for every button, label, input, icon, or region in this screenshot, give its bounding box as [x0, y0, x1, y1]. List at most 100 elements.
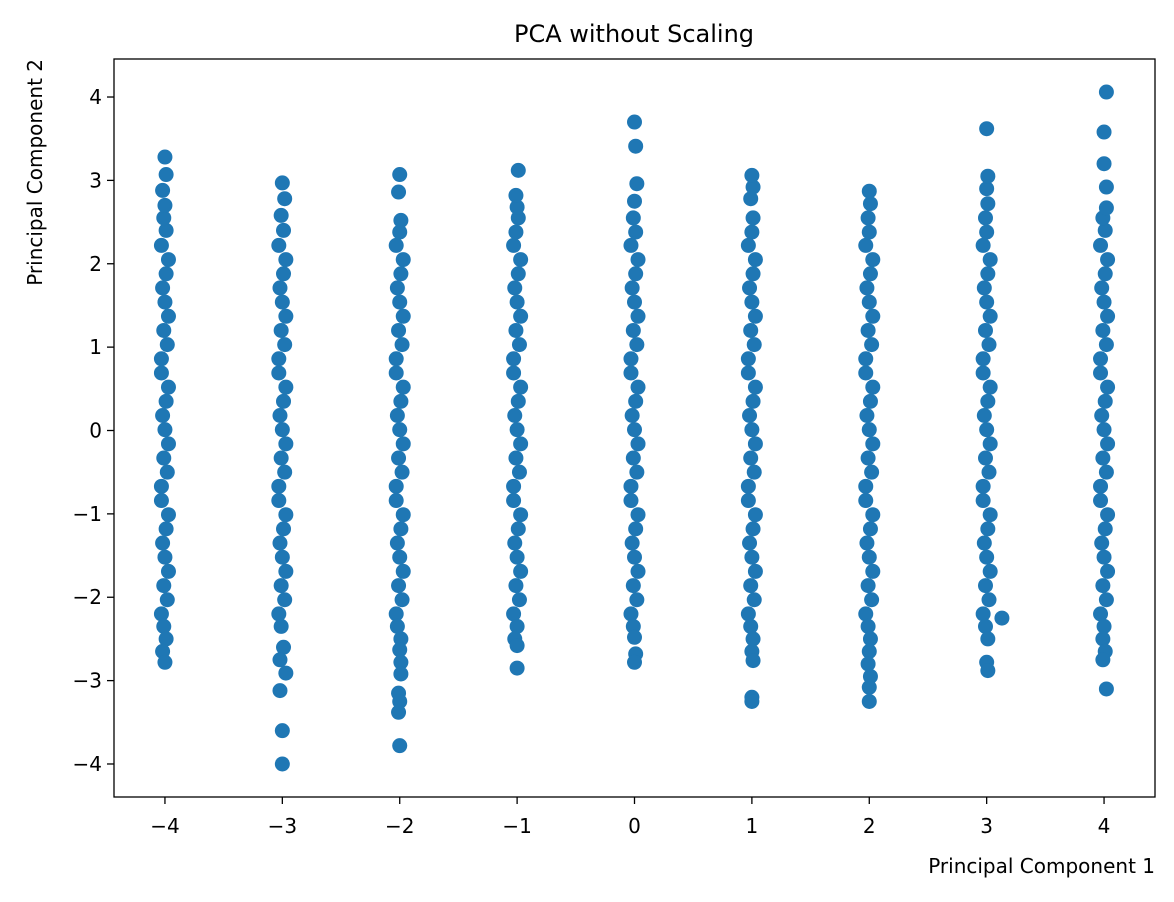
point [274, 422, 290, 438]
point [744, 224, 760, 240]
point [742, 280, 758, 296]
point [389, 535, 405, 551]
point [273, 207, 289, 223]
point [395, 308, 411, 324]
y-tick-label: −3 [73, 669, 102, 693]
point [153, 351, 169, 367]
x-axis-label: Principal Component 1 [928, 854, 1155, 878]
point [1097, 222, 1113, 238]
point [745, 266, 761, 282]
point [862, 196, 878, 212]
point [160, 379, 176, 395]
point [510, 162, 526, 178]
point [744, 693, 760, 709]
point [979, 422, 995, 438]
point [156, 450, 172, 466]
point [981, 337, 997, 353]
point [513, 563, 529, 579]
point [391, 578, 407, 594]
point [747, 563, 763, 579]
point [393, 666, 409, 682]
point [509, 422, 525, 438]
point [509, 618, 525, 634]
point [392, 167, 408, 183]
point [979, 294, 995, 310]
point [156, 618, 172, 634]
point [744, 167, 760, 183]
point [865, 379, 881, 395]
point [975, 478, 991, 494]
point [392, 224, 408, 240]
point [740, 351, 756, 367]
point [277, 191, 293, 207]
point [158, 167, 174, 183]
point [160, 563, 176, 579]
point [745, 521, 761, 537]
point [861, 294, 877, 310]
point [630, 252, 646, 268]
point [157, 654, 173, 670]
point [980, 266, 996, 282]
point [743, 618, 759, 634]
point [273, 578, 289, 594]
point [1093, 351, 1109, 367]
point [506, 606, 522, 622]
point [980, 631, 996, 647]
point [392, 294, 408, 310]
point [393, 393, 409, 409]
point [1097, 393, 1113, 409]
point [392, 693, 408, 709]
point [392, 549, 408, 565]
point [160, 252, 176, 268]
point [277, 464, 293, 480]
point [272, 280, 288, 296]
point [975, 606, 991, 622]
point [858, 493, 874, 509]
point [977, 322, 993, 338]
point [506, 478, 522, 494]
point [1100, 308, 1116, 324]
point [975, 493, 991, 509]
point [513, 379, 529, 395]
point [979, 181, 995, 197]
point [508, 224, 524, 240]
point [860, 322, 876, 338]
point [274, 756, 290, 772]
point [858, 365, 874, 381]
point [746, 337, 762, 353]
point [744, 549, 760, 565]
point [858, 478, 874, 494]
point [388, 237, 404, 253]
point [623, 493, 639, 509]
x-tick-label: −4 [150, 814, 179, 838]
point [747, 379, 763, 395]
y-tick-label: 2 [89, 252, 102, 276]
point [272, 652, 288, 668]
point [158, 521, 174, 537]
point [392, 642, 408, 658]
point [862, 393, 878, 409]
point [389, 280, 405, 296]
point [744, 294, 760, 310]
point [861, 643, 877, 659]
point [865, 436, 881, 452]
point [155, 182, 171, 198]
point [159, 464, 175, 480]
point [392, 738, 408, 754]
point [513, 507, 529, 523]
point [510, 393, 526, 409]
point [277, 592, 293, 608]
point [508, 187, 524, 203]
point [745, 179, 761, 195]
point [1098, 84, 1114, 100]
point [1100, 436, 1116, 452]
point [861, 422, 877, 438]
point [510, 266, 526, 282]
point [507, 280, 523, 296]
point [745, 631, 761, 647]
point [508, 322, 524, 338]
point [395, 436, 411, 452]
point [977, 578, 993, 594]
